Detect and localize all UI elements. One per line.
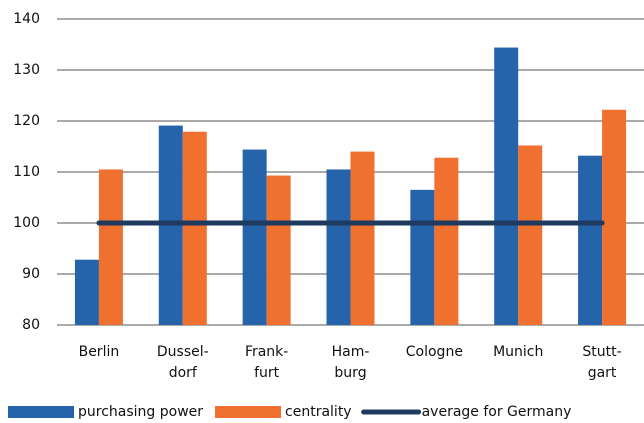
bar <box>182 131 207 325</box>
bar <box>326 169 351 325</box>
x-tick-label: Frank-furt <box>245 344 288 381</box>
x-tick-label: Berlin <box>79 344 120 360</box>
legend-label: centrality <box>285 404 352 420</box>
y-tick-label: 130 <box>13 62 40 78</box>
bar <box>74 259 99 325</box>
legend-label: purchasing power <box>78 404 203 420</box>
legend-swatch <box>8 406 74 418</box>
legend-label: average for Germany <box>422 404 572 420</box>
bar <box>350 151 375 325</box>
y-tick-label: 100 <box>13 215 40 231</box>
y-tick-label: 80 <box>22 317 40 333</box>
bar <box>266 175 291 325</box>
bar <box>494 47 519 326</box>
x-tick-label: Stutt-gart <box>582 344 621 381</box>
legend-swatch <box>215 406 282 418</box>
x-tick-label: Dussel-dorf <box>157 344 209 381</box>
y-tick-label: 140 <box>13 11 40 27</box>
bar <box>434 157 459 325</box>
x-tick-label: Munich <box>493 344 543 360</box>
bar <box>518 145 543 325</box>
y-tick-label: 90 <box>22 266 40 282</box>
bar <box>410 189 435 325</box>
y-tick-label: 110 <box>13 164 40 180</box>
bar <box>602 109 627 325</box>
y-tick-label: 120 <box>13 113 40 129</box>
x-tick-label: Cologne <box>406 344 463 360</box>
bar <box>578 155 603 325</box>
bar <box>98 169 123 325</box>
x-tick-label: Ham-burg <box>332 344 370 381</box>
bar <box>242 149 267 325</box>
